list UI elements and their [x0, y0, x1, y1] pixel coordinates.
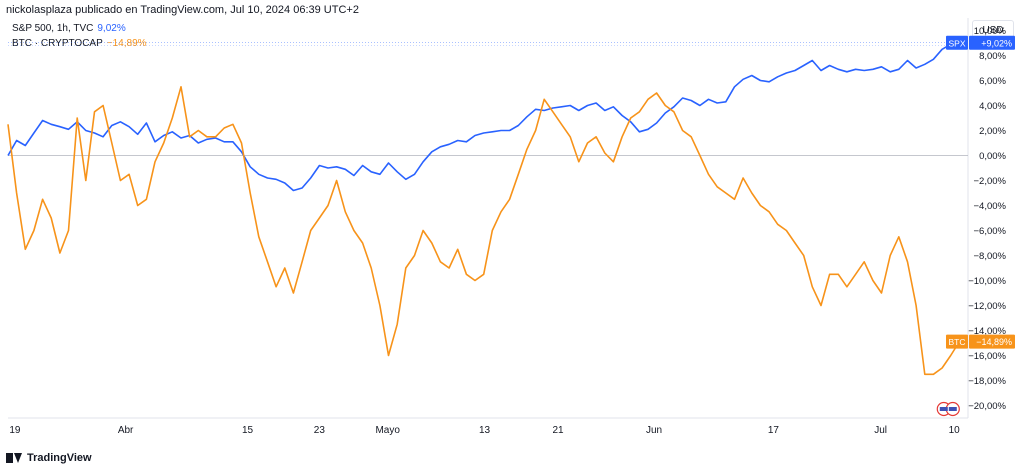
tradingview-logo-icon: [6, 453, 22, 463]
legend-item-btc[interactable]: BTC · CRYPTOCAP −14,89%: [12, 38, 147, 49]
y-tick-label: 6,00%: [979, 76, 1006, 87]
flag-icon: [948, 407, 957, 411]
x-tick-label: 10: [949, 425, 961, 436]
x-tick-label: 13: [479, 425, 491, 436]
y-tick-label: −16,00%: [968, 351, 1006, 362]
btc-last-value-label: −14,89%: [976, 337, 1012, 347]
y-tick-label: −14,00%: [968, 326, 1006, 337]
x-tick-label: 23: [314, 425, 326, 436]
y-tick-label: −6,00%: [974, 226, 1007, 237]
spx-last-value-label: +9,02%: [981, 38, 1012, 48]
spx-last-value-badge: [969, 35, 1015, 50]
brand-name: TradingView: [27, 452, 92, 464]
legend-value-spx: 9,02%: [97, 23, 126, 34]
btc-symbol-label: BTC: [949, 337, 966, 347]
legend-value-btc: −14,89%: [106, 38, 147, 49]
y-tick-label: −2,00%: [974, 176, 1007, 187]
x-tick-label: 19: [9, 425, 21, 436]
btc-series-line: [7, 86, 961, 376]
btc-symbol-badge: [946, 334, 968, 349]
y-tick-label: 2,00%: [979, 126, 1006, 137]
legend-label-spx: S&P 500, 1h, TVC: [12, 23, 94, 34]
x-tick-label: 21: [552, 425, 564, 436]
y-tick-label: −20,00%: [968, 401, 1006, 412]
x-tick-label: Mayo: [375, 425, 400, 436]
y-tick-label: −18,00%: [968, 376, 1006, 387]
x-tick-label: 17: [768, 425, 780, 436]
flag-icon: [939, 407, 948, 411]
y-tick-label: −12,00%: [968, 301, 1006, 312]
x-tick-label: Jul: [874, 425, 887, 436]
y-tick-label: −4,00%: [974, 201, 1007, 212]
legend-label-btc: BTC · CRYPTOCAP: [12, 38, 103, 49]
y-tick-label: 10,00%: [974, 26, 1007, 37]
legend-item-spx[interactable]: S&P 500, 1h, TVC 9,02%: [12, 23, 126, 34]
x-tick-label: Abr: [118, 425, 134, 436]
chart-attribution: nickolasplaza publicado en TradingView.c…: [6, 4, 359, 16]
y-tick-label: −8,00%: [974, 251, 1007, 262]
y-tick-label: −10,00%: [968, 276, 1006, 287]
y-tick-label: 0,00%: [979, 151, 1006, 162]
y-tick-label: 8,00%: [979, 51, 1006, 62]
spx-series-line: [7, 42, 960, 192]
x-tick-label: 15: [242, 425, 254, 436]
x-tick-label: Jun: [646, 425, 662, 436]
footer-brand[interactable]: TradingView: [6, 452, 92, 464]
spx-symbol-badge: [946, 35, 968, 50]
btc-last-value-badge: [969, 334, 1015, 349]
y-tick-label: 4,00%: [979, 101, 1006, 112]
spx-symbol-label: SPX: [948, 38, 965, 48]
